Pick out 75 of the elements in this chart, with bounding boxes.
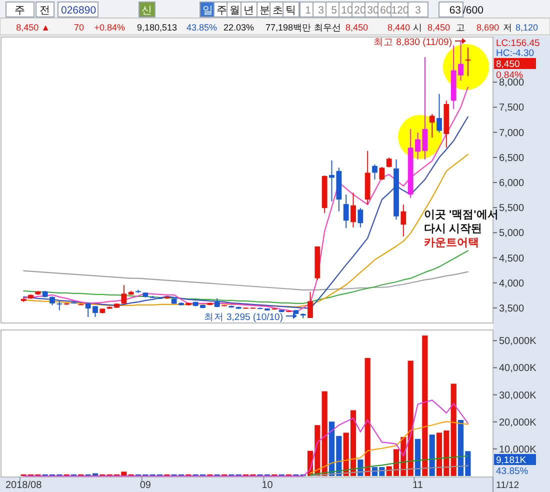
y-tick-label: 7,500	[499, 102, 524, 114]
text: 고	[456, 22, 465, 32]
y-tick-label: 20,000K	[499, 417, 537, 428]
y-tick-label: 5,500	[499, 203, 524, 214]
text: 주	[14, 4, 26, 16]
text: 5	[331, 4, 338, 16]
text: 년	[244, 4, 254, 16]
y-tick-label: 8,000	[499, 78, 524, 89]
annotation: 다시 시작된	[424, 223, 482, 235]
text: 월	[230, 4, 240, 16]
y-tick-label: 3,500	[499, 303, 524, 314]
text: 최우선	[314, 22, 341, 32]
annotation: 최고 8,830 (11/09)	[374, 37, 452, 48]
line-series	[23, 270, 468, 290]
text: 3	[318, 4, 324, 16]
line-series	[310, 465, 468, 476]
text: 9,181K	[496, 455, 527, 466]
bar	[450, 384, 456, 476]
text: 3	[415, 4, 422, 16]
y-tick-label: 7,000	[499, 128, 524, 139]
x-tick-label: 2018/08	[6, 480, 42, 491]
line-series	[310, 421, 468, 474]
y-tick-label: 10,000K	[499, 444, 537, 456]
text: 8,450	[345, 22, 368, 32]
text: /600	[463, 4, 484, 16]
y-tick-label: 4,000	[499, 278, 524, 290]
text: 8,450 ▲	[16, 22, 50, 32]
text: 8,690	[476, 22, 499, 32]
text: 77,198백만	[265, 22, 311, 32]
text: 70	[74, 22, 84, 32]
bar	[429, 434, 435, 476]
y-tick-label: 30,000K	[499, 390, 537, 402]
text: 틱	[286, 4, 296, 16]
text: 주	[216, 4, 228, 16]
line-series	[23, 400, 468, 477]
y-tick-label: 6,000	[499, 178, 524, 190]
text: 초	[272, 4, 284, 16]
text: 저	[503, 22, 512, 32]
text: 전	[40, 4, 50, 16]
text: LC:156.45	[496, 38, 540, 49]
text: HC:-4.30	[496, 48, 534, 59]
bar	[364, 358, 370, 476]
line-series	[310, 455, 468, 476]
text: 63	[449, 4, 462, 16]
text: 신	[142, 4, 152, 16]
text: 026890	[61, 4, 96, 16]
annotation: 카운트어택	[424, 237, 479, 249]
text: 분	[260, 4, 270, 16]
text: 8,450	[496, 59, 520, 70]
text: 43.85%	[496, 466, 529, 477]
bar	[422, 336, 428, 476]
text: 11/12	[496, 480, 520, 491]
annotation: 최저 3,295 (10/10)	[204, 312, 283, 323]
x-tick-label: 11	[412, 480, 424, 491]
bar	[414, 438, 421, 476]
text: 일	[202, 4, 214, 16]
bar	[322, 391, 328, 476]
x-tick-label: 10	[262, 480, 274, 491]
y-tick-label: 50,000K	[499, 336, 537, 348]
text: 8,440	[387, 22, 410, 32]
text: 8,450	[427, 22, 450, 32]
x-tick-label: 09	[140, 480, 152, 491]
annotation: 이곳 '맥점'에서	[424, 209, 498, 221]
text: 22.03%	[223, 22, 254, 32]
text: 시	[413, 22, 422, 32]
y-tick-label: 6,500	[499, 152, 524, 164]
text: 1	[305, 4, 312, 16]
text: +0.84%	[94, 22, 125, 32]
text: 43.85%	[186, 22, 217, 32]
text: 9,180,513	[136, 22, 177, 32]
y-tick-label: 40,000K	[499, 363, 537, 374]
y-tick-label: 5,000	[499, 228, 524, 240]
y-tick-label: 4,500	[499, 253, 524, 264]
text: 8,120	[515, 22, 538, 32]
bar	[408, 360, 414, 476]
